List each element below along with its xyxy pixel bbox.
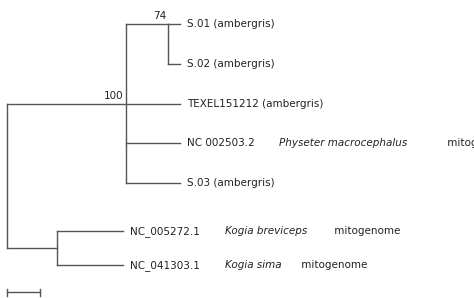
Text: S.02 (ambergris): S.02 (ambergris)	[187, 59, 275, 69]
Text: mitogenome: mitogenome	[331, 226, 400, 236]
Text: Kogia sima: Kogia sima	[225, 260, 282, 270]
Text: mitogenome: mitogenome	[298, 260, 367, 270]
Text: S.03 (ambergris): S.03 (ambergris)	[187, 178, 275, 188]
Text: NC_041303.1: NC_041303.1	[130, 260, 203, 271]
Text: S.01 (ambergris): S.01 (ambergris)	[187, 19, 275, 29]
Text: Kogia breviceps: Kogia breviceps	[225, 226, 307, 236]
Text: mitogenome: mitogenome	[444, 138, 474, 148]
Text: 100: 100	[104, 91, 123, 101]
Text: 74: 74	[153, 11, 166, 21]
Text: NC 002503.2: NC 002503.2	[187, 138, 258, 148]
Text: Physeter macrocephalus: Physeter macrocephalus	[279, 138, 407, 148]
Text: TEXEL151212 (ambergris): TEXEL151212 (ambergris)	[187, 99, 324, 108]
Text: NC_005272.1: NC_005272.1	[130, 226, 203, 237]
